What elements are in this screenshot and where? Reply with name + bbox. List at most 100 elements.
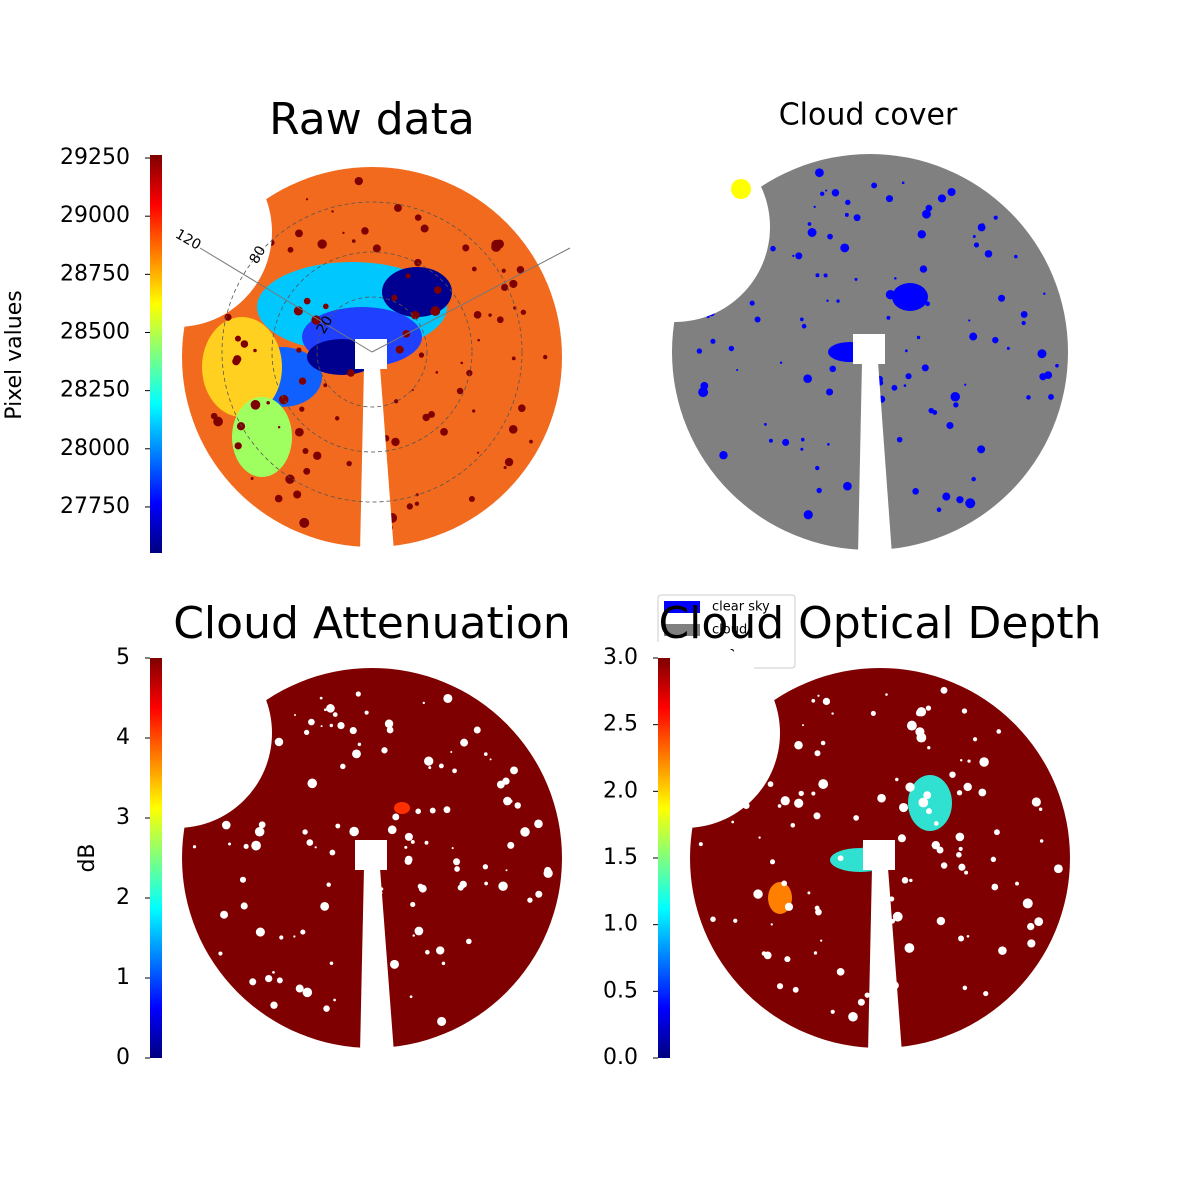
speckle — [435, 371, 439, 374]
speckle — [784, 902, 794, 911]
speckle — [434, 286, 442, 294]
speckle — [306, 839, 314, 846]
speckle — [885, 693, 888, 696]
speckle — [923, 791, 932, 800]
speckle — [428, 766, 432, 770]
speckle — [425, 949, 430, 955]
speckle — [255, 927, 265, 937]
speckle — [438, 763, 444, 769]
speckle — [504, 457, 514, 467]
speckle — [853, 214, 861, 222]
sky-feature — [202, 317, 282, 417]
speckle — [451, 847, 454, 850]
speckle — [903, 384, 907, 387]
speckle — [918, 797, 929, 808]
speckle — [361, 227, 369, 235]
speckle — [352, 749, 361, 759]
speckle — [213, 416, 223, 427]
speckle — [324, 708, 327, 712]
speckle — [454, 866, 460, 872]
speckle — [424, 840, 429, 845]
speckle — [972, 235, 976, 239]
speckle — [710, 338, 716, 344]
speckle — [837, 855, 844, 862]
speckle — [782, 438, 790, 446]
speckle — [520, 827, 530, 837]
speckle — [364, 710, 369, 715]
speckle — [285, 474, 295, 484]
speckle — [998, 946, 1007, 955]
speckle — [733, 918, 738, 923]
speckle — [966, 935, 970, 938]
speckle — [958, 846, 963, 851]
speckle — [543, 354, 548, 360]
speckle — [1015, 881, 1019, 886]
speckle — [886, 315, 891, 320]
speckle — [331, 210, 334, 213]
colorbar-tick-label: 4 — [116, 725, 130, 750]
speckle — [816, 487, 822, 494]
speckle — [326, 704, 335, 713]
speckle — [953, 402, 959, 408]
speckle — [234, 335, 242, 342]
speckle — [334, 416, 340, 421]
colorbar-tick-label: 28250 — [60, 378, 130, 403]
speckle — [234, 442, 242, 450]
colorbar-tick-label: 0 — [116, 1045, 130, 1070]
speckle — [443, 693, 453, 703]
speckle — [342, 231, 345, 234]
colorbar-tick-label: 0.5 — [603, 978, 638, 1003]
speckle — [302, 987, 313, 998]
speckle — [807, 891, 811, 895]
speckle — [277, 426, 281, 429]
speckle — [440, 427, 448, 436]
colorbar — [658, 658, 670, 1058]
mask-center — [863, 840, 895, 870]
speckle — [411, 389, 414, 392]
speckle — [266, 400, 270, 405]
speckle — [962, 985, 968, 991]
speckle — [922, 209, 931, 219]
speckle — [792, 986, 799, 993]
speckle — [906, 720, 917, 731]
speckle — [978, 788, 987, 797]
speckle — [299, 406, 305, 412]
speckle — [391, 294, 398, 301]
speckle — [1034, 917, 1044, 926]
speckle — [965, 498, 976, 509]
speckle — [990, 856, 997, 863]
speckle — [798, 790, 804, 797]
speckle — [994, 829, 1000, 836]
speckle — [885, 290, 896, 300]
speckle — [820, 740, 826, 746]
speckle — [503, 466, 507, 470]
speckle — [460, 738, 469, 747]
speckle — [232, 357, 240, 366]
speckle — [813, 205, 816, 209]
speckle — [815, 465, 820, 471]
speckle — [780, 796, 790, 806]
speckle — [1054, 864, 1063, 874]
speckle — [818, 779, 829, 789]
speckle — [776, 983, 784, 990]
colorbar-tick-label: 29250 — [60, 145, 130, 170]
speckle — [496, 316, 504, 324]
speckle — [802, 724, 805, 727]
speckle — [418, 352, 425, 358]
speckle — [770, 923, 773, 926]
speckle — [251, 840, 261, 851]
speckle — [827, 443, 830, 446]
speckle — [769, 859, 776, 865]
colorbar-tick-label: 28500 — [60, 319, 130, 344]
speckle — [413, 311, 419, 317]
panel-title: Cloud Optical Depth — [658, 598, 1101, 649]
speckle — [937, 194, 947, 203]
speckle — [820, 939, 823, 942]
legend-swatch — [664, 624, 700, 636]
mask-notch — [82, 638, 272, 828]
speckle — [313, 451, 322, 460]
speckle — [817, 694, 820, 697]
speckle — [971, 476, 976, 482]
panel-title: Cloud Attenuation — [173, 598, 571, 649]
speckle — [972, 737, 978, 742]
